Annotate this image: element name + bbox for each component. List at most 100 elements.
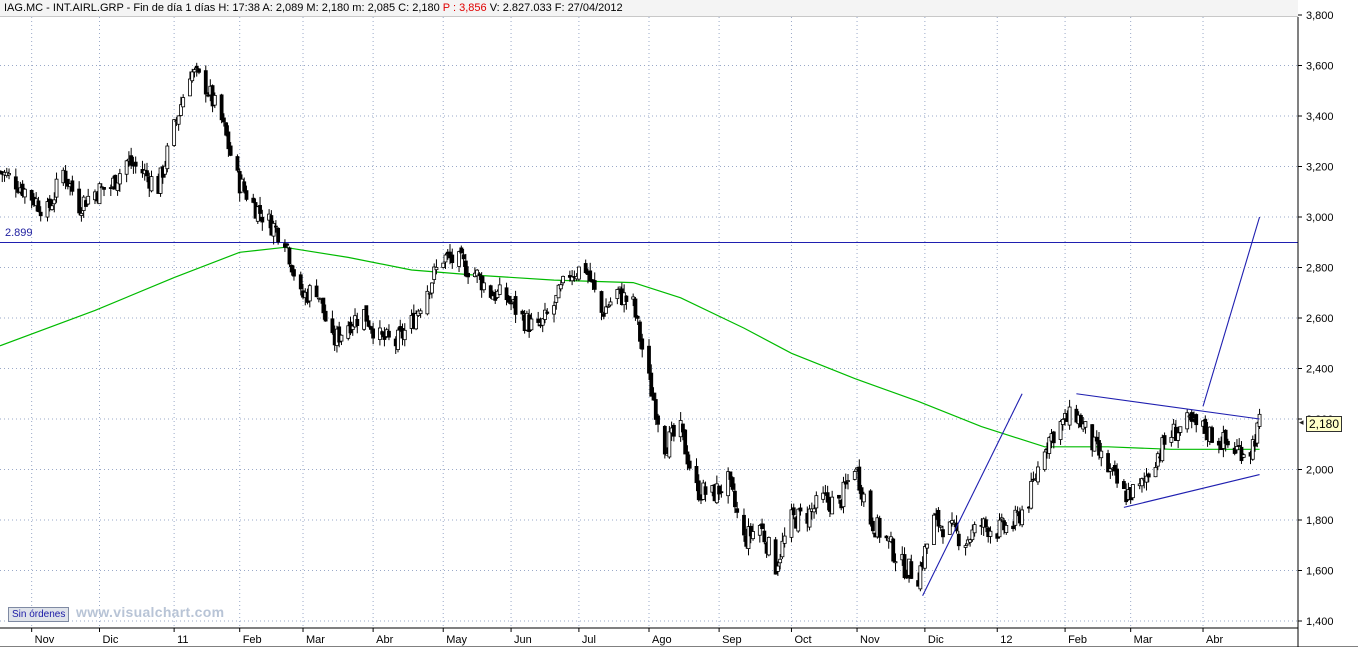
axes: 1,4001,6001,8002,0002,2002,4002,6002,800… bbox=[0, 10, 1358, 647]
candle-body bbox=[617, 286, 622, 290]
candle-body bbox=[219, 94, 224, 121]
candle-body bbox=[798, 507, 803, 512]
candle-body bbox=[172, 119, 177, 146]
candle-body bbox=[884, 535, 889, 539]
moving-average-line bbox=[0, 246, 1260, 450]
candles bbox=[0, 62, 1262, 592]
y-tick-label: 3,800 bbox=[1306, 10, 1334, 22]
candle-body bbox=[276, 227, 281, 243]
candle-body bbox=[558, 284, 563, 290]
candle-body bbox=[902, 554, 907, 579]
info-rest: V: 2.827.033 F: 27/04/2012 bbox=[489, 2, 623, 14]
candle-body bbox=[255, 206, 260, 222]
candle-body bbox=[997, 519, 1002, 538]
candle-body bbox=[63, 170, 68, 184]
candle-body bbox=[861, 493, 866, 503]
candle-body bbox=[821, 492, 826, 500]
candle-body bbox=[685, 451, 690, 465]
candle-body bbox=[877, 517, 882, 538]
candle-body bbox=[1216, 440, 1221, 446]
candle-body bbox=[956, 533, 961, 547]
symbol-info-bar: IAG.MC - INT.AIRL.GRP - Fin de día 1 día… bbox=[0, 0, 1298, 17]
candle-body bbox=[766, 537, 771, 556]
candle-body bbox=[814, 495, 819, 509]
x-tick-label: Dic bbox=[102, 634, 118, 646]
x-tick-label: Sep bbox=[722, 634, 742, 646]
candle-body bbox=[29, 189, 34, 201]
candle-body bbox=[1144, 475, 1149, 483]
candle-body bbox=[430, 282, 434, 294]
x-tick-label: 11 bbox=[177, 634, 188, 646]
candle-body bbox=[1029, 480, 1034, 509]
candle-body bbox=[509, 302, 513, 305]
candle-body bbox=[497, 284, 502, 295]
candle-body bbox=[1131, 484, 1135, 499]
candle-body bbox=[540, 318, 545, 326]
candle-body bbox=[7, 173, 11, 176]
candle-body bbox=[475, 269, 480, 277]
candle-body bbox=[681, 423, 685, 433]
candle-body bbox=[506, 296, 511, 303]
candle-body bbox=[504, 287, 509, 301]
candle-body bbox=[1155, 453, 1160, 467]
candle-body bbox=[746, 526, 751, 550]
candle-body bbox=[1232, 447, 1237, 454]
candle-body bbox=[1083, 421, 1088, 428]
candle-body bbox=[285, 243, 290, 246]
candle-body bbox=[323, 310, 328, 322]
candle-body bbox=[463, 260, 468, 277]
candle-body bbox=[314, 285, 319, 298]
candle-body bbox=[791, 507, 796, 516]
candle-body bbox=[1036, 466, 1040, 483]
candle-body bbox=[337, 326, 342, 343]
candle-body bbox=[640, 338, 645, 350]
candle-body bbox=[730, 477, 735, 490]
candle-body bbox=[576, 266, 581, 280]
candle-body bbox=[194, 65, 199, 69]
candle-body bbox=[179, 104, 183, 116]
candle-body bbox=[601, 313, 606, 317]
candle-body bbox=[972, 524, 977, 534]
candle-body bbox=[197, 68, 201, 73]
candle-body bbox=[719, 491, 724, 494]
candle-body bbox=[1097, 440, 1101, 456]
x-tick-label: May bbox=[446, 634, 467, 646]
candle-body bbox=[825, 492, 830, 503]
x-tick-label: Jun bbox=[514, 634, 532, 646]
candle-body bbox=[696, 480, 701, 501]
candle-body bbox=[748, 525, 753, 537]
candle-body bbox=[1225, 440, 1230, 446]
trendlines bbox=[922, 216, 1261, 596]
candle-body bbox=[1153, 467, 1158, 478]
x-tick-label: Mar bbox=[1134, 634, 1153, 646]
trendline bbox=[1076, 393, 1260, 420]
candle-body bbox=[807, 508, 812, 528]
candle-body bbox=[631, 296, 636, 300]
candle-body bbox=[717, 485, 722, 495]
candle-body bbox=[443, 254, 448, 263]
candle-body bbox=[402, 329, 407, 341]
candle-body bbox=[1079, 414, 1083, 428]
candle-body bbox=[635, 315, 640, 319]
candle-body bbox=[298, 274, 303, 290]
y-tick-label: 1,800 bbox=[1306, 515, 1334, 527]
candle-body bbox=[1108, 468, 1113, 472]
candle-body bbox=[387, 330, 391, 338]
candle-body bbox=[165, 145, 170, 170]
candle-body bbox=[1189, 412, 1194, 422]
candle-body bbox=[1203, 418, 1208, 434]
candle-body bbox=[461, 254, 466, 260]
candle-body bbox=[742, 514, 746, 536]
candle-body bbox=[1051, 431, 1056, 444]
candle-body bbox=[789, 509, 794, 538]
candle-body bbox=[773, 539, 778, 575]
candle-body bbox=[1042, 451, 1047, 471]
candle-body bbox=[726, 471, 731, 497]
orders-button[interactable]: Sin órdenes bbox=[8, 607, 70, 622]
candle-body bbox=[117, 173, 122, 185]
trendline bbox=[1202, 216, 1261, 407]
candle-body bbox=[192, 69, 197, 73]
candle-body bbox=[687, 460, 692, 469]
candle-body bbox=[129, 155, 134, 166]
